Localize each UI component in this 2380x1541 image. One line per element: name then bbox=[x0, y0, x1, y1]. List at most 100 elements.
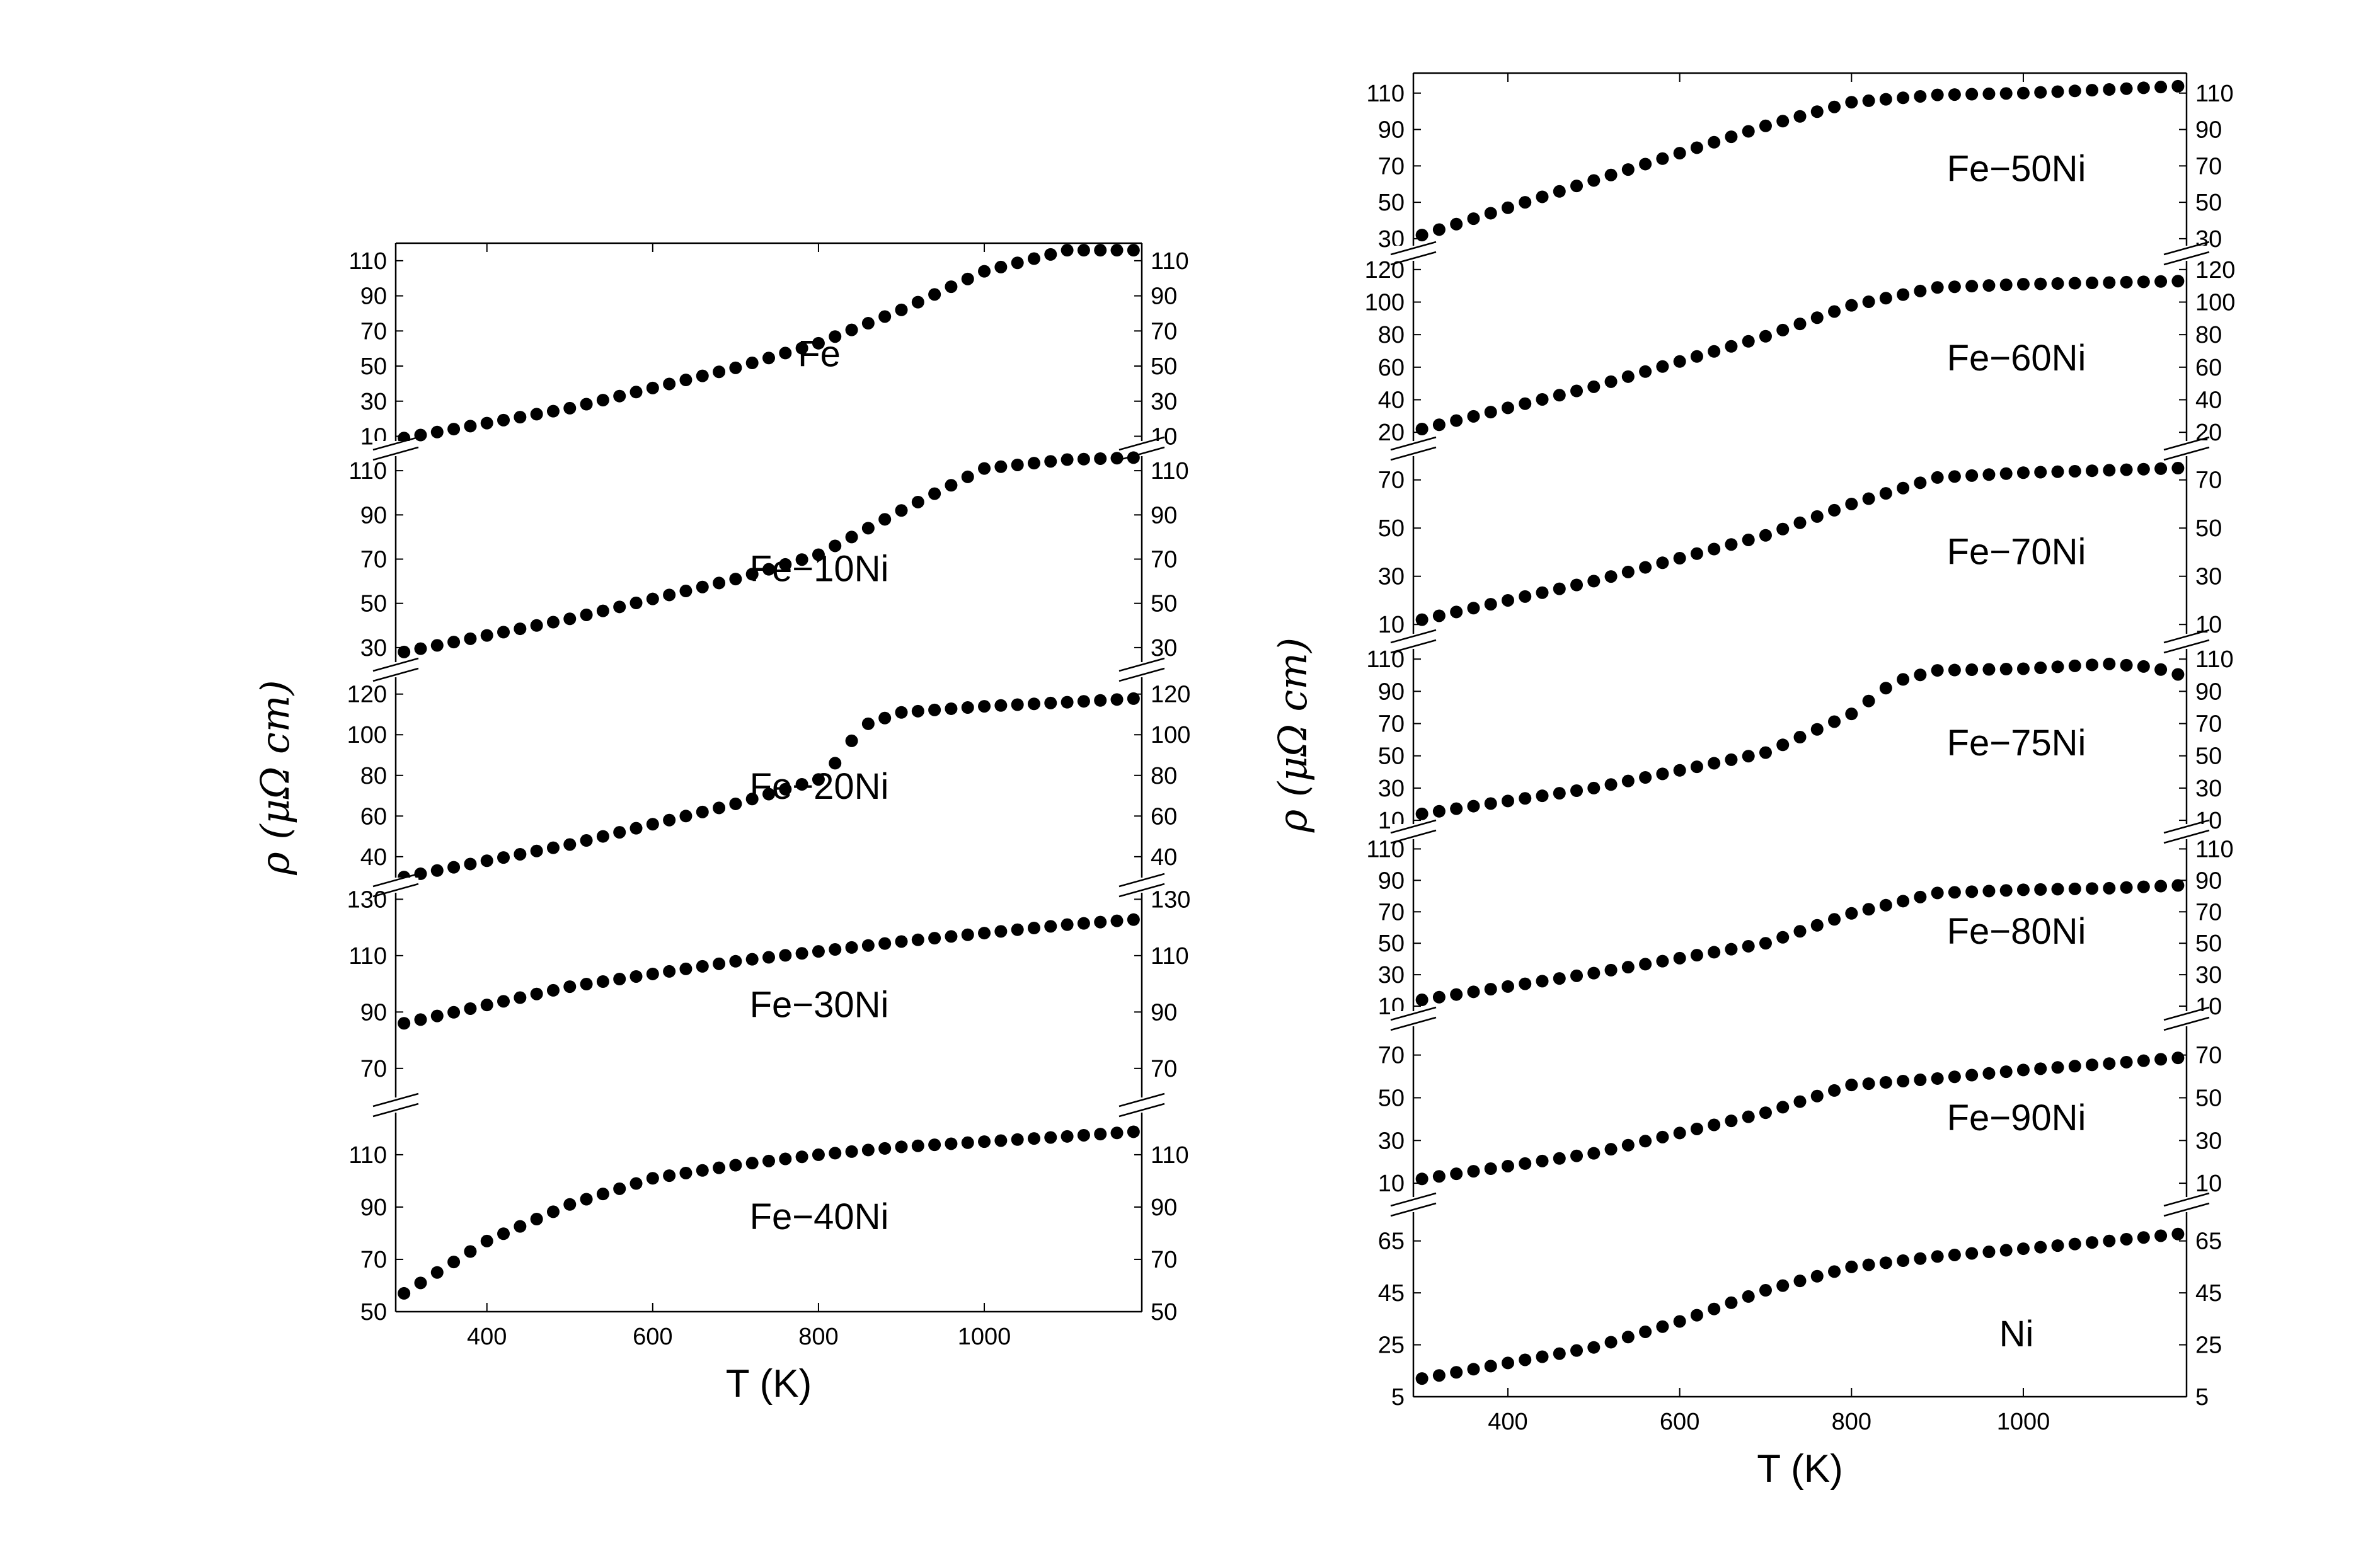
data-point bbox=[1570, 784, 1584, 797]
axis-break-mark bbox=[1390, 446, 1437, 461]
data-point bbox=[1621, 774, 1635, 788]
data-point bbox=[1725, 340, 1738, 353]
data-point bbox=[1639, 561, 1652, 574]
data-point bbox=[1982, 1246, 1996, 1259]
data-point bbox=[1450, 1167, 1463, 1181]
data-point bbox=[1110, 914, 1124, 927]
data-point bbox=[447, 1005, 461, 1019]
data-point bbox=[514, 991, 527, 1004]
data-point bbox=[1862, 1077, 1875, 1091]
data-point bbox=[1604, 1336, 1618, 1349]
subplot-label: Fe−50Ni bbox=[1947, 149, 2086, 190]
y-tick-label: 70 bbox=[1151, 547, 1177, 573]
data-point bbox=[1553, 582, 1566, 595]
data-point bbox=[928, 703, 941, 716]
axis-break-mark bbox=[1390, 829, 1437, 844]
axis-break-mark bbox=[1390, 819, 1437, 834]
axis-break-mark bbox=[2163, 1192, 2210, 1207]
y-tick-label: 70 bbox=[2195, 899, 2222, 925]
data-point bbox=[2171, 668, 2185, 681]
data-point bbox=[845, 734, 858, 747]
y-tick-label: 90 bbox=[2195, 868, 2222, 894]
data-point bbox=[398, 1017, 411, 1030]
y-tick-label: 50 bbox=[1378, 190, 1405, 216]
data-point bbox=[1897, 1254, 1910, 1268]
data-point bbox=[861, 939, 875, 952]
data-point bbox=[1432, 1170, 1446, 1183]
data-point bbox=[464, 632, 477, 645]
data-point bbox=[1061, 453, 1074, 466]
data-point bbox=[762, 1154, 775, 1167]
data-point bbox=[1639, 158, 1652, 171]
data-point bbox=[911, 933, 924, 946]
data-point bbox=[729, 361, 742, 374]
data-point bbox=[497, 626, 510, 639]
data-point bbox=[2171, 1227, 2185, 1240]
data-point bbox=[1725, 753, 1738, 766]
y-tick-label: 50 bbox=[1151, 353, 1177, 380]
data-point bbox=[2103, 881, 2116, 895]
data-point bbox=[646, 818, 659, 831]
data-point bbox=[1467, 985, 1480, 999]
data-point bbox=[1432, 223, 1446, 236]
data-point bbox=[1708, 946, 1721, 959]
data-point bbox=[895, 706, 908, 719]
data-point bbox=[1094, 244, 1107, 257]
data-point bbox=[1931, 471, 1944, 484]
data-point bbox=[1742, 1110, 1755, 1123]
data-point bbox=[2120, 275, 2133, 289]
data-point bbox=[1725, 130, 1738, 144]
data-point bbox=[1897, 895, 1910, 908]
data-point bbox=[829, 1147, 842, 1160]
data-point bbox=[762, 563, 775, 576]
subplot-label: Fe−75Ni bbox=[1947, 723, 2086, 764]
y-tick-label: 40 bbox=[1151, 844, 1177, 871]
data-point bbox=[1604, 375, 1618, 388]
data-point bbox=[464, 1002, 477, 1015]
data-point bbox=[994, 1134, 1008, 1147]
data-point bbox=[1110, 452, 1124, 465]
axis-break-mark bbox=[1118, 667, 1165, 682]
y-tick-label: 80 bbox=[360, 763, 387, 789]
y-tick-label: 110 bbox=[348, 248, 387, 275]
data-point bbox=[1519, 397, 1532, 410]
data-point bbox=[978, 1135, 991, 1149]
data-point bbox=[845, 941, 858, 954]
data-point bbox=[795, 777, 808, 791]
data-point bbox=[1127, 1125, 1140, 1138]
data-point bbox=[1862, 694, 1875, 707]
y-tick-label: 50 bbox=[360, 1299, 387, 1326]
y-tick-label: 70 bbox=[360, 318, 387, 345]
y-tick-label: 110 bbox=[2195, 646, 2234, 673]
data-point bbox=[878, 1142, 892, 1155]
data-point bbox=[1027, 1132, 1040, 1145]
data-point bbox=[2016, 883, 2030, 897]
data-point bbox=[2086, 1236, 2099, 1249]
axis-break-mark bbox=[2163, 436, 2210, 451]
data-point bbox=[845, 323, 858, 336]
data-point bbox=[546, 404, 560, 418]
data-point bbox=[729, 573, 742, 586]
axis-break-mark bbox=[1390, 241, 1437, 256]
data-point bbox=[679, 1166, 693, 1179]
y-tick-label: 110 bbox=[1151, 248, 1189, 275]
data-point bbox=[1742, 335, 1755, 348]
axis-break-mark bbox=[1118, 883, 1165, 898]
data-point bbox=[795, 341, 808, 355]
data-point bbox=[447, 1256, 461, 1269]
subplot-label: Fe−90Ni bbox=[1947, 1097, 2086, 1138]
data-point bbox=[1553, 787, 1566, 800]
data-point bbox=[1999, 884, 2013, 897]
x-tick-label: 800 bbox=[1832, 1409, 1871, 1435]
y-tick-label: 70 bbox=[1378, 467, 1405, 494]
data-point bbox=[779, 949, 792, 962]
data-point bbox=[1845, 299, 1858, 312]
data-point bbox=[1450, 1366, 1463, 1379]
data-point bbox=[2154, 1053, 2168, 1066]
data-point bbox=[1673, 147, 1686, 160]
data-point bbox=[2154, 81, 2168, 94]
data-point bbox=[2171, 275, 2185, 288]
data-point bbox=[994, 260, 1008, 273]
data-point bbox=[596, 975, 609, 988]
